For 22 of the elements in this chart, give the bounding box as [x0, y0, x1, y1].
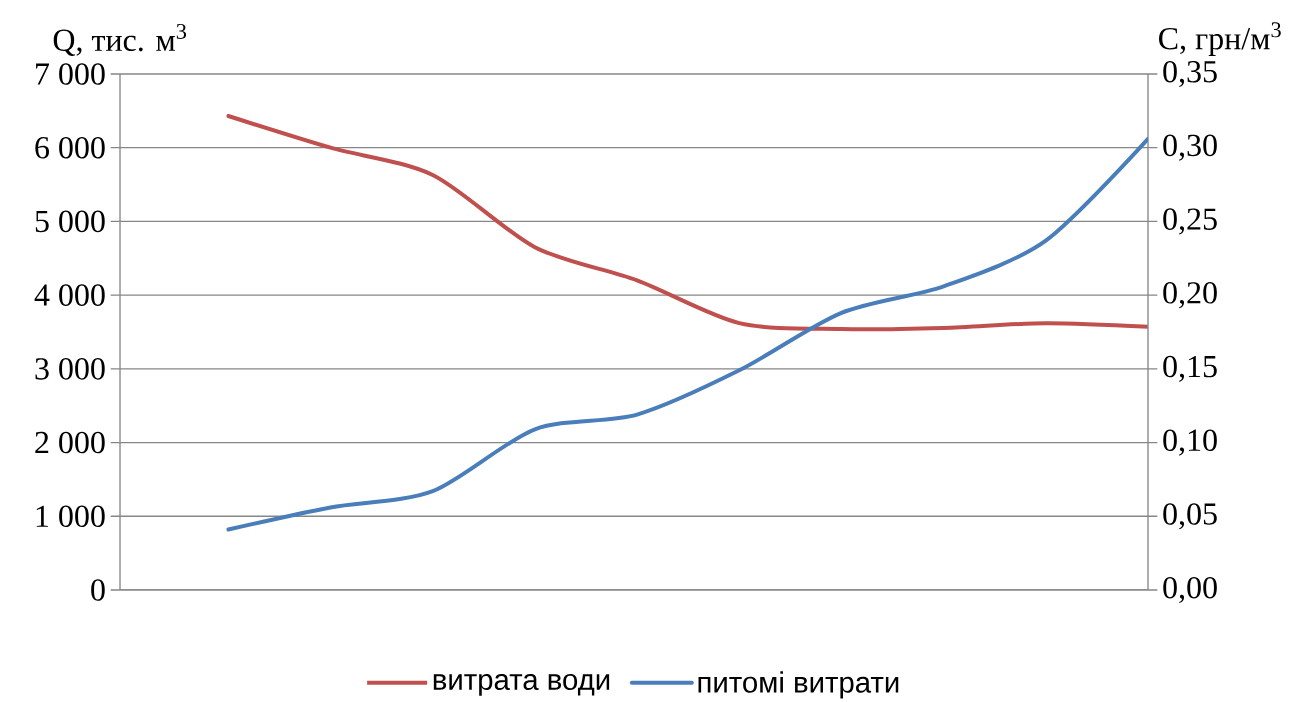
y-tick-label: 1 000: [36, 505, 105, 528]
y2-tick-label: 0,30: [1163, 134, 1217, 161]
y-tick-label: 2 000: [35, 431, 105, 454]
y2-axis-title: C, грн/м$^{3}$: [1159, 22, 1281, 56]
y2-tick-label: 0,00: [1163, 576, 1217, 604]
y-tick-label: 7 000: [36, 63, 105, 85]
y-tick-label: 0: [91, 579, 105, 601]
y-tick-label: 3 000: [35, 358, 105, 380]
line-series: [226, 136, 1149, 532]
legend-label: питомі витрати: [698, 671, 899, 699]
y2-tick-label: 0,25: [1163, 208, 1217, 235]
y2-tick-label: 0,05: [1163, 503, 1217, 530]
line-series: [226, 114, 1149, 332]
y-tick-label: 4 000: [34, 284, 105, 306]
y2-tick-label: 0,15: [1163, 355, 1217, 382]
legend-label: витрата води: [433, 673, 610, 696]
y2-tick-label: 0,35: [1163, 60, 1217, 88]
y2-tick-label: 0,20: [1163, 282, 1217, 309]
y2-tick-label: 0,10: [1163, 429, 1217, 456]
y-tick-label: 5 000: [35, 210, 105, 233]
y-axis-title: Q, тис. м$^{3}$: [53, 23, 187, 56]
y-tick-label: 6 000: [35, 136, 105, 159]
